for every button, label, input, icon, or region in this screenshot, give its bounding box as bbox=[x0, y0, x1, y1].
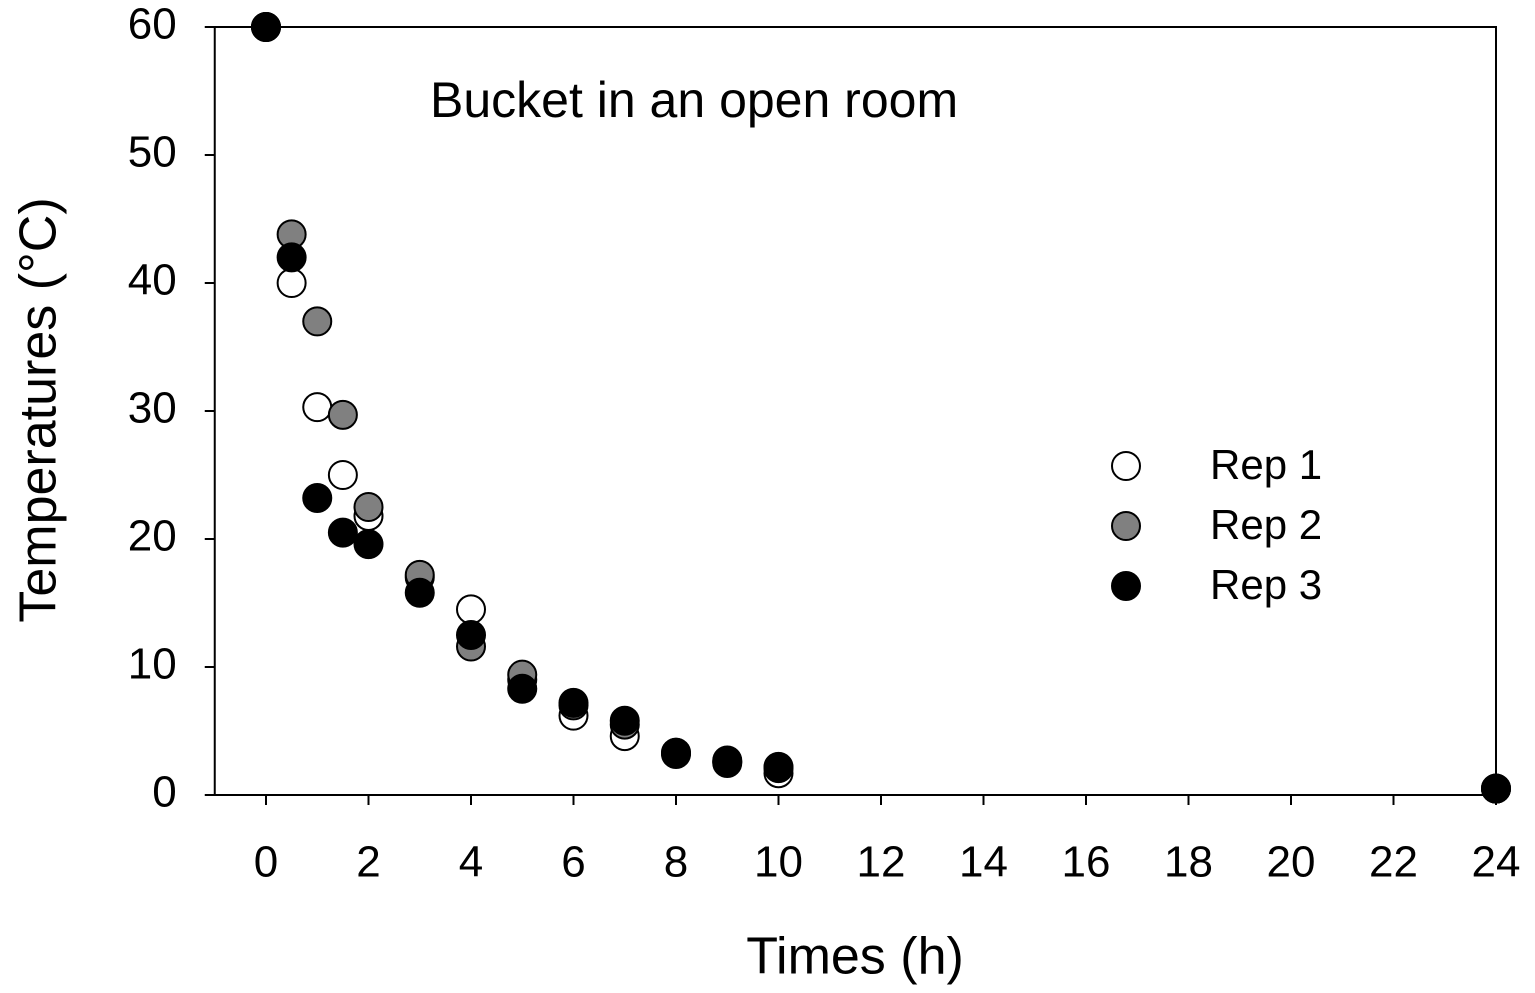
x-tick-label: 20 bbox=[1267, 838, 1316, 887]
point bbox=[558, 687, 589, 718]
point bbox=[456, 620, 486, 650]
x-tick-label: 10 bbox=[754, 838, 803, 887]
point bbox=[456, 594, 486, 625]
legend-label: Rep 3 bbox=[1210, 561, 1322, 608]
x-tick-label: 18 bbox=[1164, 838, 1213, 887]
point bbox=[327, 399, 358, 430]
legend-marker bbox=[1111, 511, 1141, 541]
y-tick-label: 10 bbox=[128, 640, 177, 689]
point bbox=[276, 242, 307, 273]
point bbox=[609, 705, 640, 736]
point bbox=[763, 753, 794, 784]
plot-frame bbox=[213, 26, 1497, 796]
point bbox=[327, 517, 358, 548]
point bbox=[404, 577, 435, 608]
y-tick-label: 20 bbox=[128, 512, 177, 561]
legend-marker bbox=[1111, 571, 1141, 601]
x-tick-label: 12 bbox=[857, 838, 906, 887]
point bbox=[276, 268, 307, 298]
point bbox=[353, 492, 384, 522]
x-axis-title: Times (h) bbox=[746, 928, 964, 986]
x-tick-label: 22 bbox=[1369, 838, 1418, 887]
y-axis-title: Temperatures (°C) bbox=[10, 197, 68, 622]
y-tick-label: 0 bbox=[152, 768, 176, 817]
y-tick-label: 40 bbox=[128, 256, 177, 305]
x-tick-label: 4 bbox=[459, 838, 483, 887]
x-tick-label: 16 bbox=[1062, 838, 1111, 887]
point bbox=[302, 483, 333, 514]
annotation: Bucket in an open room bbox=[430, 72, 958, 128]
point bbox=[712, 746, 743, 777]
point bbox=[353, 529, 384, 560]
x-tick-label: 0 bbox=[254, 838, 278, 887]
point bbox=[507, 673, 538, 704]
point bbox=[251, 12, 281, 42]
point bbox=[661, 737, 691, 768]
x-tick-label: 24 bbox=[1472, 838, 1521, 887]
legend-label: Rep 1 bbox=[1210, 441, 1322, 488]
x-tick-label: 2 bbox=[356, 838, 380, 887]
point bbox=[327, 460, 358, 490]
y-tick-label: 50 bbox=[128, 128, 177, 177]
point bbox=[1481, 773, 1511, 804]
y-tick-label: 60 bbox=[128, 0, 177, 49]
point bbox=[302, 306, 333, 337]
point bbox=[302, 392, 333, 423]
x-tick-label: 6 bbox=[561, 838, 585, 887]
legend-label: Rep 2 bbox=[1210, 501, 1322, 548]
y-tick-label: 30 bbox=[128, 384, 177, 433]
legend-marker bbox=[1111, 451, 1141, 481]
x-tick-label: 14 bbox=[959, 838, 1008, 887]
x-tick-label: 8 bbox=[664, 838, 688, 887]
